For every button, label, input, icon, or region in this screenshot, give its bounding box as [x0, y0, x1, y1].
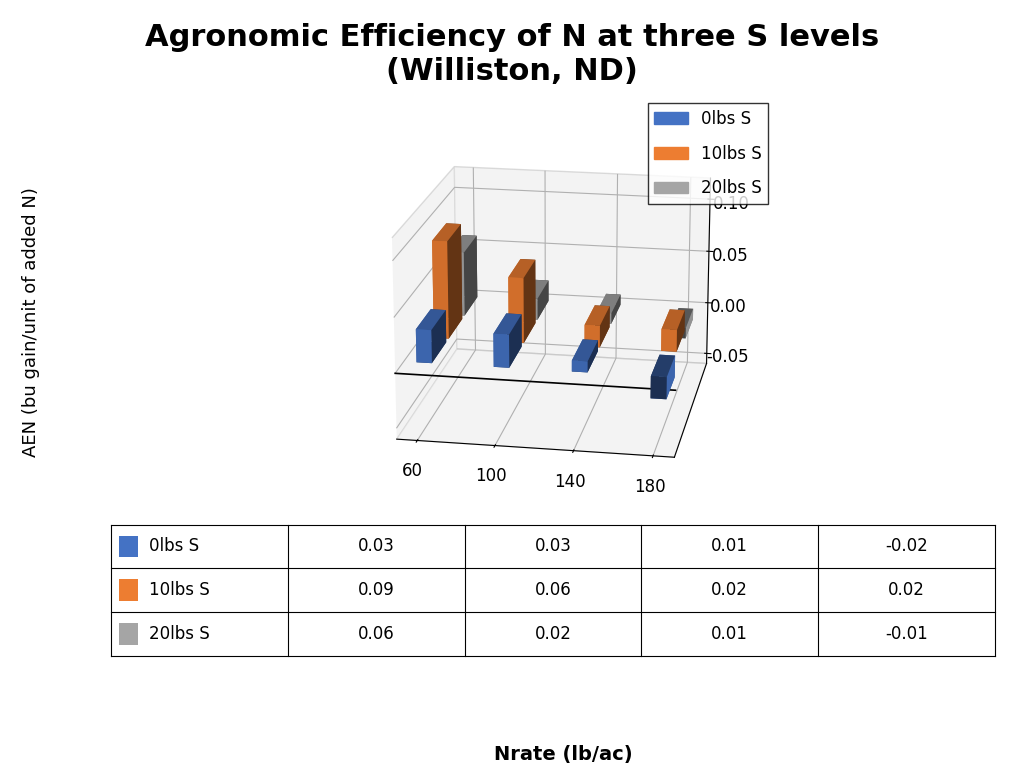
Text: 0.02: 0.02	[535, 625, 571, 644]
Text: 0.02: 0.02	[711, 581, 748, 599]
Text: 0.02: 0.02	[888, 581, 925, 599]
Text: 0.03: 0.03	[358, 538, 395, 555]
Text: -0.01: -0.01	[885, 625, 928, 644]
FancyBboxPatch shape	[119, 624, 138, 645]
Text: 0.03: 0.03	[535, 538, 571, 555]
Text: 0lbs S: 0lbs S	[150, 538, 200, 555]
FancyBboxPatch shape	[119, 579, 138, 601]
Text: 0.01: 0.01	[711, 625, 748, 644]
Text: Nrate (lb/ac): Nrate (lb/ac)	[494, 745, 633, 764]
FancyBboxPatch shape	[119, 535, 138, 558]
Text: 10lbs S: 10lbs S	[150, 581, 210, 599]
Text: Agronomic Efficiency of N at three S levels
(Williston, ND): Agronomic Efficiency of N at three S lev…	[144, 23, 880, 86]
Text: 0.01: 0.01	[711, 538, 748, 555]
Text: 20lbs S: 20lbs S	[150, 625, 210, 644]
Text: 0.09: 0.09	[358, 581, 394, 599]
Legend: 0lbs S, 10lbs S, 20lbs S: 0lbs S, 10lbs S, 20lbs S	[647, 103, 768, 204]
Text: AEN (bu gain/unit of added N): AEN (bu gain/unit of added N)	[22, 187, 40, 458]
Text: -0.02: -0.02	[885, 538, 928, 555]
Text: 0.06: 0.06	[358, 625, 394, 644]
Text: 0.06: 0.06	[535, 581, 571, 599]
